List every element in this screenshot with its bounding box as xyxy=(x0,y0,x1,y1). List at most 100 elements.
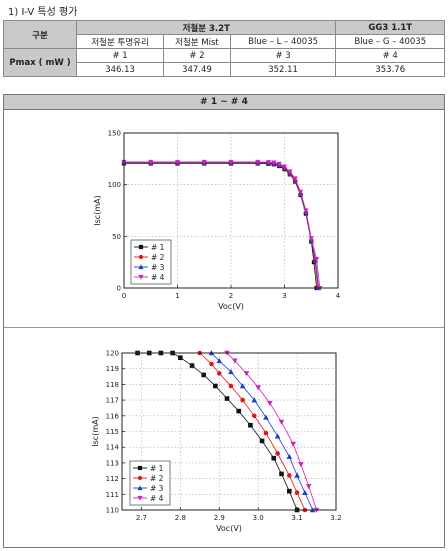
point-marker xyxy=(138,254,144,260)
point-marker xyxy=(271,455,277,461)
table-cell-pmax: 346.13 xyxy=(75,62,165,77)
point-marker xyxy=(263,430,269,436)
chart-panel: # 1 ~ # 4 xyxy=(3,94,445,548)
point-marker xyxy=(263,414,269,420)
y-tick-label: 112 xyxy=(106,475,119,483)
point-marker xyxy=(274,433,281,439)
y-tick-label: 113 xyxy=(106,459,119,467)
series-line-4 xyxy=(226,352,317,511)
panel-title: # 1 ~ # 4 xyxy=(4,95,444,110)
y-tick-label: 115 xyxy=(106,428,119,436)
table-col-header: 구분 xyxy=(3,20,77,49)
point-marker xyxy=(236,408,242,414)
point-marker xyxy=(265,160,272,165)
point-marker xyxy=(255,385,261,391)
legend-label: # 2 xyxy=(151,253,165,262)
y-tick-label: 111 xyxy=(106,491,119,499)
point-marker xyxy=(137,475,143,481)
x-tick-label: 3.2 xyxy=(330,514,341,522)
point-marker xyxy=(294,490,300,496)
x-axis-label: Voc(V) xyxy=(218,302,244,311)
chart-2: 2.7 2.8 2.9 3.0 3.1 3.2 110 111 112 113 114 115 116 1… xyxy=(91,350,342,534)
legend-label: # 4 xyxy=(150,494,164,503)
legend: # 1# 2# 3# 4 xyxy=(129,460,171,506)
x-tick-label: 4 xyxy=(336,292,341,300)
point-marker xyxy=(314,256,320,262)
point-marker xyxy=(303,208,309,214)
point-marker xyxy=(224,396,230,401)
point-marker xyxy=(216,371,222,376)
point-marker xyxy=(271,160,277,166)
point-marker xyxy=(232,358,238,364)
table-group-header: 저철분 3.2T xyxy=(75,20,337,35)
point-marker xyxy=(286,453,293,459)
table-group-header: GG3 1.1T xyxy=(335,20,445,35)
legend-label: # 3 xyxy=(150,484,164,493)
y-tick-label: 119 xyxy=(106,365,119,373)
legend-label: # 2 xyxy=(150,474,164,483)
point-marker xyxy=(148,159,154,165)
point-marker xyxy=(138,264,144,270)
point-marker xyxy=(243,371,250,377)
x-tick-label: 3 xyxy=(282,292,286,300)
y-tick-label: 50 xyxy=(112,233,121,241)
x-tick-label: 3.0 xyxy=(253,514,264,522)
y-tick-label: 114 xyxy=(106,444,120,452)
point-marker xyxy=(279,471,284,477)
point-marker xyxy=(281,164,288,170)
x-axis-label: Voc(V) xyxy=(216,524,242,533)
y-axis-label: Isc(mA) xyxy=(91,416,100,446)
y-tick-label: 117 xyxy=(106,397,119,405)
y-tick-label: 110 xyxy=(106,507,119,515)
point-marker xyxy=(259,438,265,444)
point-marker xyxy=(137,485,143,491)
point-marker xyxy=(213,383,218,389)
chart-1: 0 1 2 3 4 0 50 100 150 Voc(V) Isc(mA) # 1# 2# 3# 4 xyxy=(93,130,341,312)
legend-label: # 1 xyxy=(151,243,165,252)
point-marker xyxy=(137,465,143,471)
x-tick-label: 1 xyxy=(175,292,179,300)
point-marker xyxy=(228,383,234,389)
legend: # 1# 2# 3# 4 xyxy=(130,239,172,285)
table-cell-pmax: 352.11 xyxy=(229,62,337,77)
point-marker xyxy=(305,484,312,490)
point-marker xyxy=(174,159,181,165)
point-marker xyxy=(251,397,258,403)
y-tick-label: 0 xyxy=(117,285,121,293)
point-marker xyxy=(201,159,207,165)
y-axis-label: Isc(mA) xyxy=(93,195,102,225)
legend-label: # 1 xyxy=(150,464,164,473)
y-tick-label: 100 xyxy=(108,181,121,189)
point-marker xyxy=(278,419,285,425)
point-marker xyxy=(228,159,234,165)
point-marker xyxy=(297,189,304,195)
point-marker xyxy=(298,462,304,468)
point-marker xyxy=(267,400,273,407)
x-tick-label: 2.8 xyxy=(175,514,186,522)
y-tick-label: 118 xyxy=(106,381,119,389)
point-marker xyxy=(292,176,298,182)
point-marker xyxy=(240,397,245,403)
panel-divider xyxy=(4,327,444,328)
x-tick-label: 2.9 xyxy=(214,514,225,522)
point-marker xyxy=(302,489,308,496)
point-marker xyxy=(287,473,292,478)
x-tick-label: 0 xyxy=(122,292,126,300)
table-row-label: Pmax ( mW ) xyxy=(3,48,77,77)
point-marker xyxy=(290,441,296,447)
point-marker xyxy=(287,488,292,494)
point-marker xyxy=(209,361,214,367)
point-marker xyxy=(255,159,261,165)
legend-label: # 4 xyxy=(151,273,165,282)
table-cell-pmax: 353.76 xyxy=(335,62,445,77)
legend-label: # 3 xyxy=(151,263,165,272)
y-tick-label: 116 xyxy=(106,412,120,420)
x-tick-label: 2.7 xyxy=(136,514,147,522)
point-marker xyxy=(178,355,183,361)
point-marker xyxy=(248,422,253,428)
point-marker xyxy=(251,413,257,419)
point-marker xyxy=(275,451,280,456)
point-marker xyxy=(287,169,293,175)
point-marker xyxy=(138,244,144,250)
